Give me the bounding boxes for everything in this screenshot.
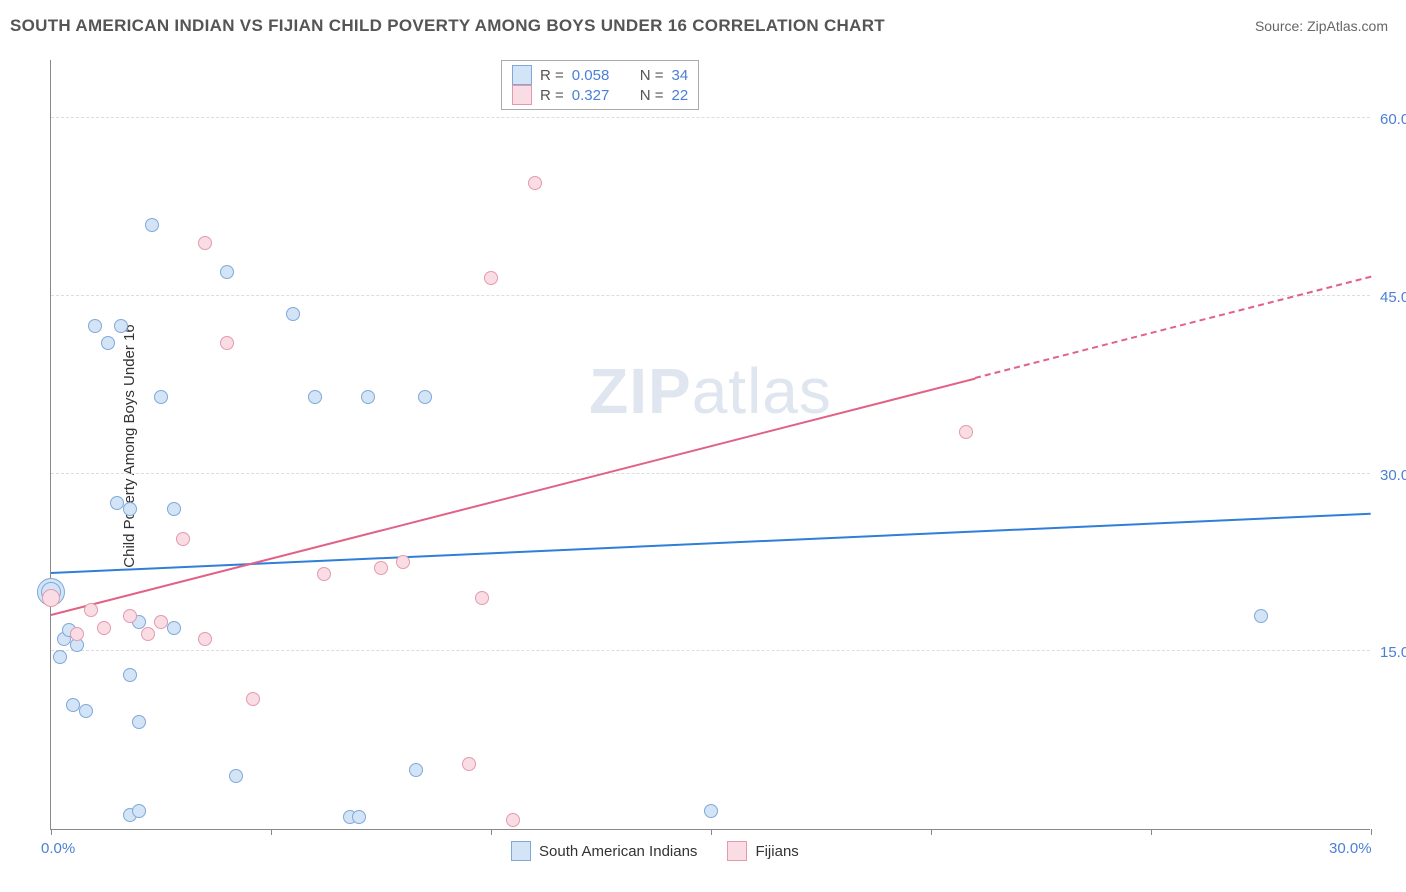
data-point bbox=[176, 532, 190, 546]
legend-swatch bbox=[511, 841, 531, 861]
data-point bbox=[66, 698, 80, 712]
trend-line bbox=[51, 377, 975, 615]
source-attribution: Source: ZipAtlas.com bbox=[1255, 18, 1388, 34]
n-value: 34 bbox=[672, 67, 689, 84]
gridline bbox=[51, 650, 1370, 651]
data-point bbox=[84, 603, 98, 617]
data-point bbox=[101, 336, 115, 350]
data-point bbox=[97, 621, 111, 635]
data-point bbox=[220, 336, 234, 350]
data-point bbox=[409, 763, 423, 777]
data-point bbox=[167, 621, 181, 635]
legend-swatch bbox=[727, 841, 747, 861]
data-point bbox=[79, 704, 93, 718]
trend-line bbox=[975, 276, 1371, 379]
data-point bbox=[374, 561, 388, 575]
gridline bbox=[51, 117, 1370, 118]
data-point bbox=[418, 390, 432, 404]
n-label: N = bbox=[640, 67, 664, 84]
data-point bbox=[123, 668, 137, 682]
legend-item: South American Indians bbox=[511, 841, 697, 861]
data-point bbox=[229, 769, 243, 783]
data-point bbox=[123, 502, 137, 516]
r-label: R = bbox=[540, 87, 564, 104]
watermark: ZIPatlas bbox=[589, 354, 832, 428]
data-point bbox=[286, 307, 300, 321]
data-point bbox=[1254, 609, 1268, 623]
x-tick-label: 30.0% bbox=[1329, 840, 1372, 857]
data-point bbox=[114, 319, 128, 333]
data-point bbox=[132, 715, 146, 729]
data-point bbox=[484, 271, 498, 285]
data-point bbox=[959, 425, 973, 439]
x-tick bbox=[51, 829, 52, 835]
x-tick-label: 0.0% bbox=[41, 840, 75, 857]
data-point bbox=[154, 615, 168, 629]
legend-label: Fijians bbox=[755, 843, 798, 860]
x-tick bbox=[711, 829, 712, 835]
y-tick-label: 60.0% bbox=[1380, 111, 1406, 128]
stats-row: R = 0.327 N = 22 bbox=[512, 85, 688, 105]
x-tick bbox=[271, 829, 272, 835]
data-point bbox=[317, 567, 331, 581]
data-point bbox=[132, 804, 146, 818]
r-value: 0.058 bbox=[572, 67, 622, 84]
data-point bbox=[53, 650, 67, 664]
data-point bbox=[396, 555, 410, 569]
chart-title: SOUTH AMERICAN INDIAN VS FIJIAN CHILD PO… bbox=[10, 16, 885, 36]
data-point bbox=[167, 502, 181, 516]
data-point bbox=[42, 589, 60, 607]
data-point bbox=[70, 627, 84, 641]
data-point bbox=[352, 810, 366, 824]
r-value: 0.327 bbox=[572, 87, 622, 104]
x-tick bbox=[1151, 829, 1152, 835]
y-tick-label: 15.0% bbox=[1380, 644, 1406, 661]
source-name: ZipAtlas.com bbox=[1307, 18, 1388, 34]
data-point bbox=[704, 804, 718, 818]
correlation-stats-box: R = 0.058 N = 34 R = 0.327 N = 22 bbox=[501, 60, 699, 110]
data-point bbox=[246, 692, 260, 706]
y-tick-label: 45.0% bbox=[1380, 289, 1406, 306]
data-point bbox=[198, 236, 212, 250]
data-point bbox=[154, 390, 168, 404]
data-point bbox=[308, 390, 322, 404]
data-point bbox=[220, 265, 234, 279]
r-label: R = bbox=[540, 67, 564, 84]
series-swatch bbox=[512, 65, 532, 85]
data-point bbox=[141, 627, 155, 641]
stats-row: R = 0.058 N = 34 bbox=[512, 65, 688, 85]
data-point bbox=[123, 609, 137, 623]
n-label: N = bbox=[640, 87, 664, 104]
n-value: 22 bbox=[672, 87, 689, 104]
series-legend: South American Indians Fijians bbox=[511, 841, 799, 861]
x-tick bbox=[491, 829, 492, 835]
scatter-plot-area: ZIPatlas R =0.058N =34R =0.327N =22 Sout… bbox=[50, 60, 1370, 830]
data-point bbox=[462, 757, 476, 771]
source-prefix: Source: bbox=[1255, 18, 1307, 34]
y-tick-label: 30.0% bbox=[1380, 467, 1406, 484]
series-swatch bbox=[512, 85, 532, 105]
legend-label: South American Indians bbox=[539, 843, 697, 860]
data-point bbox=[506, 813, 520, 827]
data-point bbox=[110, 496, 124, 510]
legend-item: Fijians bbox=[727, 841, 798, 861]
data-point bbox=[145, 218, 159, 232]
gridline bbox=[51, 473, 1370, 474]
x-tick bbox=[931, 829, 932, 835]
data-point bbox=[528, 176, 542, 190]
data-point bbox=[475, 591, 489, 605]
data-point bbox=[198, 632, 212, 646]
x-tick bbox=[1371, 829, 1372, 835]
data-point bbox=[361, 390, 375, 404]
data-point bbox=[88, 319, 102, 333]
gridline bbox=[51, 295, 1370, 296]
